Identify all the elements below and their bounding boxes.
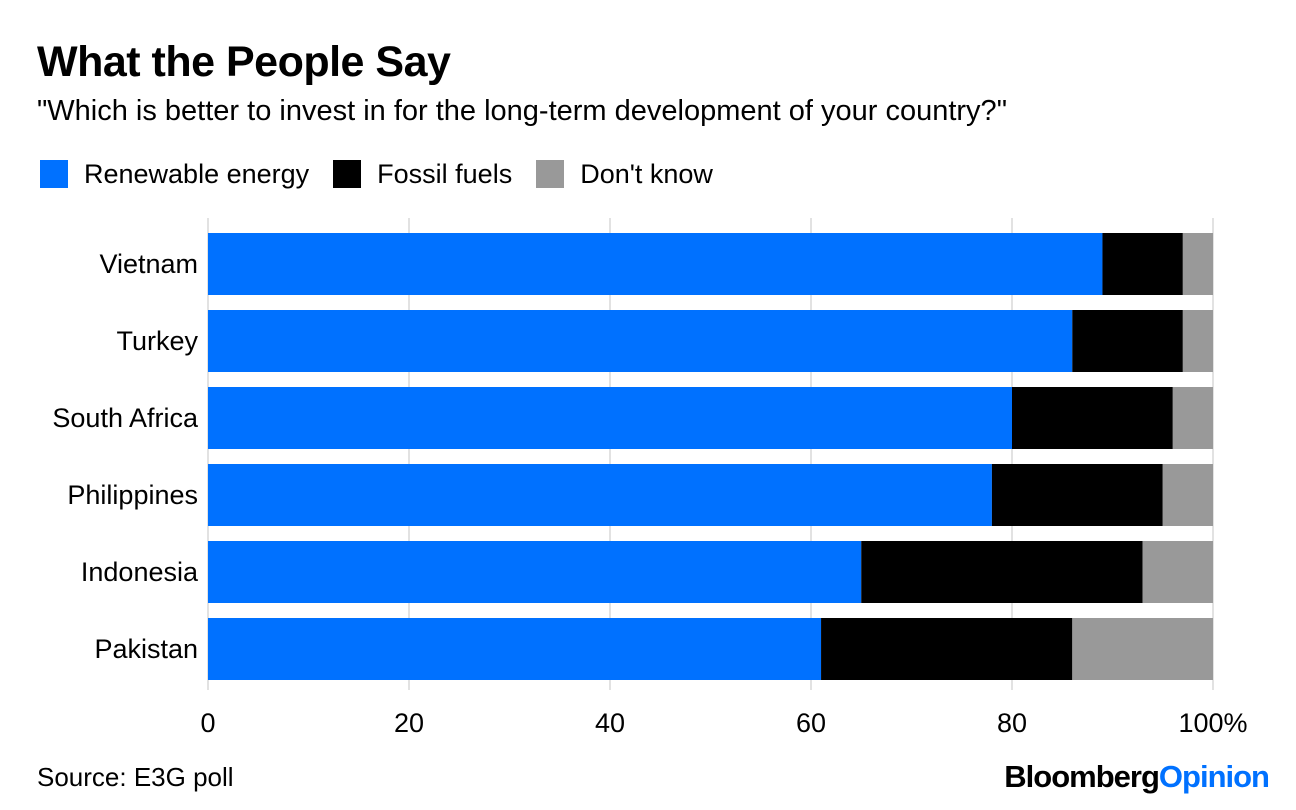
bar-segment xyxy=(1182,233,1213,295)
bar-segment xyxy=(821,618,1073,680)
brand-logo: BloombergOpinion xyxy=(1004,759,1270,795)
bar-segment xyxy=(991,464,1163,526)
legend-item-fossil: Fossil fuels xyxy=(333,159,512,190)
legend-label-fossil: Fossil fuels xyxy=(377,158,513,189)
x-axis-ticks: 0 20 40 60 80 100% xyxy=(200,708,1247,738)
x-tick-label: 40 xyxy=(595,708,625,738)
legend-swatch-renewable xyxy=(40,160,68,188)
brand-suffix: Opinion xyxy=(1158,759,1270,794)
category-label: South Africa xyxy=(52,403,199,433)
bar-segment xyxy=(208,464,992,526)
bars xyxy=(208,233,1213,680)
bar-segment xyxy=(861,541,1143,603)
source-note: Source: E3G poll xyxy=(37,762,234,792)
bar-segment xyxy=(208,233,1103,295)
bar-segment xyxy=(1102,233,1183,295)
chart-subtitle: "Which is better to invest in for the lo… xyxy=(37,95,1007,127)
bar-segment xyxy=(208,541,862,603)
x-tick-label: 80 xyxy=(997,708,1027,738)
legend-label-dont-know: Don't know xyxy=(580,158,713,189)
x-tick-label: 100% xyxy=(1178,708,1247,738)
x-tick-label: 0 xyxy=(200,708,215,738)
bar-segment xyxy=(208,310,1073,372)
category-label: Vietnam xyxy=(99,249,198,279)
legend-swatch-dont-know xyxy=(536,160,565,188)
chart-title: What the People Say xyxy=(37,38,451,86)
category-labels: Vietnam Turkey South Africa Philippines Indo… xyxy=(52,249,199,664)
legend-swatch-fossil xyxy=(333,160,362,188)
bar-segment xyxy=(1182,310,1213,372)
bar-segment xyxy=(1172,387,1213,449)
x-tick-label: 20 xyxy=(394,708,424,738)
bar-segment xyxy=(208,387,1012,449)
legend-item-renewable: Renewable energy xyxy=(40,159,309,190)
legend-label-renewable: Renewable energy xyxy=(84,158,310,189)
category-label: Pakistan xyxy=(94,634,198,664)
category-label: Turkey xyxy=(116,326,198,356)
legend-item-dont-know: Don't know xyxy=(536,159,713,190)
bar-segment xyxy=(1162,464,1213,526)
legend: Renewable energy Fossil fuels Don't know xyxy=(40,158,737,190)
category-label: Indonesia xyxy=(81,557,199,587)
bar-segment xyxy=(208,618,822,680)
category-label: Philippines xyxy=(67,480,198,510)
x-tick-label: 60 xyxy=(796,708,826,738)
bar-segment xyxy=(1072,310,1183,372)
bar-segment xyxy=(1072,618,1213,680)
gridlines xyxy=(207,218,1214,690)
bar-segment xyxy=(1012,387,1173,449)
brand-name: Bloomberg xyxy=(1004,759,1160,794)
bar-segment xyxy=(1142,541,1213,603)
